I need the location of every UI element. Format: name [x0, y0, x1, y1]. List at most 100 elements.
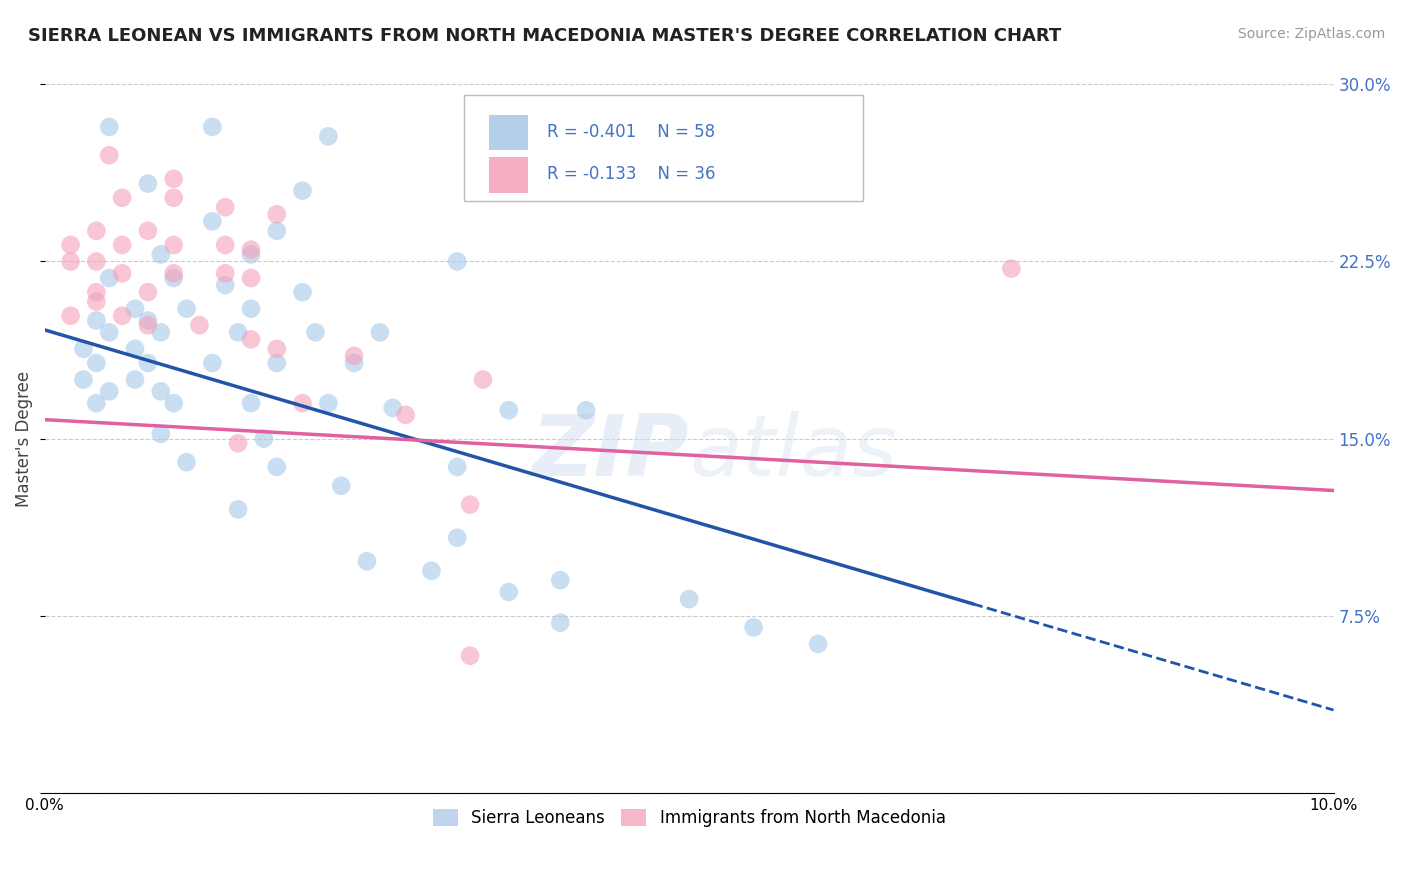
Point — [163, 266, 186, 280]
Point — [214, 238, 236, 252]
Point — [214, 200, 236, 214]
Point — [458, 648, 481, 663]
Point — [240, 271, 263, 285]
Point — [446, 531, 468, 545]
Point — [59, 238, 82, 252]
Point — [291, 285, 314, 300]
Point — [343, 349, 366, 363]
Point — [163, 191, 186, 205]
Point — [266, 207, 288, 221]
Y-axis label: Master's Degree: Master's Degree — [15, 370, 32, 507]
Point — [446, 459, 468, 474]
Point — [240, 396, 263, 410]
Point — [111, 191, 134, 205]
Point — [1000, 261, 1022, 276]
Point — [266, 459, 288, 474]
Point — [240, 247, 263, 261]
Point — [149, 326, 172, 340]
Point — [163, 396, 186, 410]
Point — [395, 408, 418, 422]
Point — [188, 318, 211, 333]
Point — [226, 502, 249, 516]
Point — [498, 403, 520, 417]
Point — [149, 426, 172, 441]
Point — [98, 271, 121, 285]
Point — [86, 224, 108, 238]
Point — [124, 342, 146, 356]
FancyBboxPatch shape — [489, 115, 529, 151]
Point — [678, 592, 700, 607]
Point — [575, 403, 598, 417]
Point — [136, 313, 159, 327]
Point — [226, 436, 249, 450]
Point — [149, 384, 172, 399]
Point — [201, 356, 224, 370]
Text: R = -0.133    N = 36: R = -0.133 N = 36 — [547, 165, 716, 184]
Point — [176, 301, 198, 316]
Point — [472, 372, 495, 386]
Point — [343, 356, 366, 370]
Point — [498, 585, 520, 599]
Point — [86, 285, 108, 300]
Legend: Sierra Leoneans, Immigrants from North Macedonia: Sierra Leoneans, Immigrants from North M… — [426, 803, 952, 834]
Point — [266, 356, 288, 370]
Point — [201, 214, 224, 228]
FancyBboxPatch shape — [464, 95, 863, 202]
Point — [548, 573, 571, 587]
Point — [86, 396, 108, 410]
Point — [458, 498, 481, 512]
Point — [124, 372, 146, 386]
Point — [548, 615, 571, 630]
Point — [240, 301, 263, 316]
Text: atlas: atlas — [689, 411, 897, 494]
Point — [291, 396, 314, 410]
Point — [214, 266, 236, 280]
Point — [72, 342, 94, 356]
Point — [111, 309, 134, 323]
Point — [163, 271, 186, 285]
Point — [420, 564, 443, 578]
Point — [111, 238, 134, 252]
Point — [136, 224, 159, 238]
Point — [304, 326, 326, 340]
Point — [59, 254, 82, 268]
Point — [72, 372, 94, 386]
Point — [446, 254, 468, 268]
Point — [742, 620, 765, 634]
Text: R = -0.401    N = 58: R = -0.401 N = 58 — [547, 123, 716, 141]
Point — [86, 356, 108, 370]
Point — [226, 326, 249, 340]
Point — [86, 313, 108, 327]
Point — [163, 238, 186, 252]
Point — [240, 332, 263, 346]
Point — [111, 266, 134, 280]
Point — [59, 309, 82, 323]
Point — [253, 432, 276, 446]
Point — [86, 294, 108, 309]
Point — [176, 455, 198, 469]
Point — [86, 254, 108, 268]
Point — [330, 479, 353, 493]
Point — [98, 120, 121, 134]
Point — [124, 301, 146, 316]
Point — [163, 172, 186, 186]
Point — [98, 148, 121, 162]
Point — [318, 129, 340, 144]
Point — [356, 554, 378, 568]
Text: SIERRA LEONEAN VS IMMIGRANTS FROM NORTH MACEDONIA MASTER'S DEGREE CORRELATION CH: SIERRA LEONEAN VS IMMIGRANTS FROM NORTH … — [28, 27, 1062, 45]
Text: ZIP: ZIP — [531, 411, 689, 494]
Point — [266, 342, 288, 356]
Point — [368, 326, 391, 340]
Point — [149, 247, 172, 261]
Point — [214, 278, 236, 293]
Point — [381, 401, 404, 415]
Point — [136, 285, 159, 300]
Point — [98, 326, 121, 340]
Point — [201, 120, 224, 134]
Point — [266, 224, 288, 238]
Point — [291, 184, 314, 198]
Text: Source: ZipAtlas.com: Source: ZipAtlas.com — [1237, 27, 1385, 41]
Point — [807, 637, 830, 651]
Point — [136, 318, 159, 333]
FancyBboxPatch shape — [489, 157, 529, 193]
